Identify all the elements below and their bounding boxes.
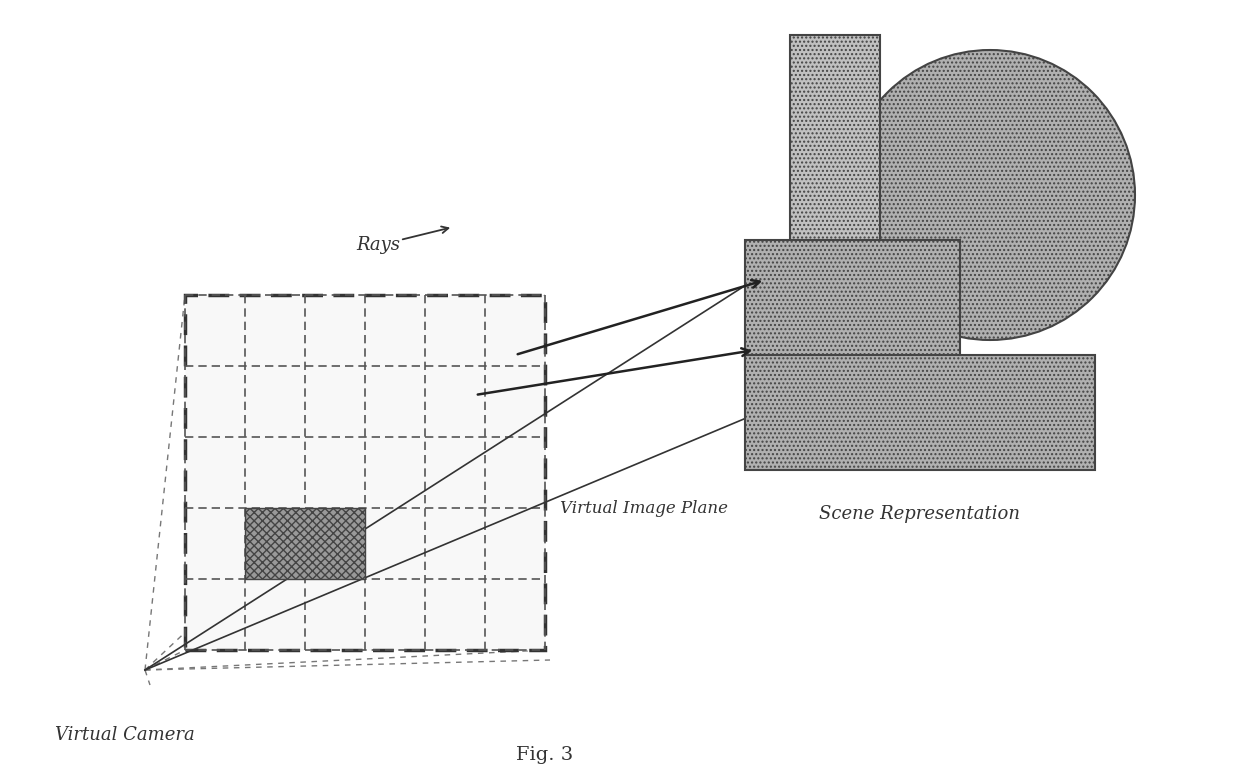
Bar [745,355,1095,470]
Text: Virtual Camera: Virtual Camera [55,726,195,744]
Bar [745,240,960,370]
Text: Fig. 3: Fig. 3 [516,746,574,764]
Text: Rays: Rays [356,236,401,254]
Text: Scene Representation: Scene Representation [820,505,1021,523]
Bar [185,295,546,650]
Text: Virtual Image Plane: Virtual Image Plane [560,500,728,517]
Bar [790,35,880,250]
Circle shape [844,50,1135,340]
Bar [246,508,365,579]
